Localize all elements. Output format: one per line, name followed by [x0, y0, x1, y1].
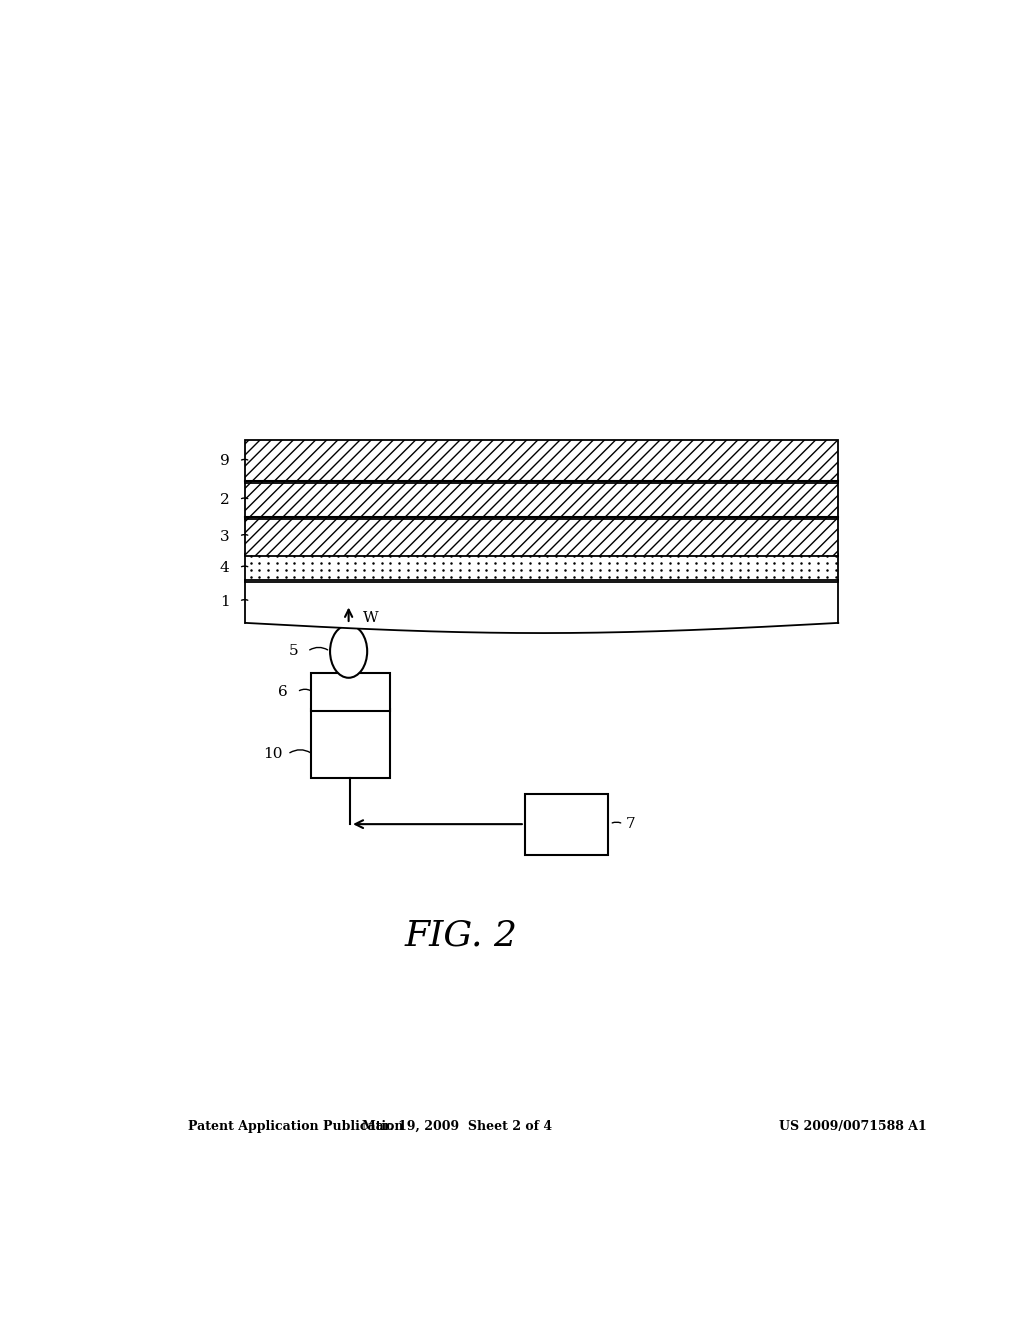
Ellipse shape: [330, 624, 368, 677]
Bar: [246, 440, 839, 483]
Text: 9: 9: [220, 454, 229, 469]
Text: 2: 2: [220, 492, 229, 507]
Text: 6: 6: [278, 685, 288, 700]
Text: 4: 4: [220, 561, 229, 576]
Text: FIG. 2: FIG. 2: [404, 919, 518, 953]
Text: 1: 1: [220, 594, 229, 609]
Text: W: W: [362, 611, 379, 624]
Bar: [246, 480, 839, 519]
Text: 7: 7: [626, 817, 635, 832]
Text: US 2009/0071588 A1: US 2009/0071588 A1: [778, 1119, 927, 1133]
Bar: [246, 554, 839, 582]
Text: Mar. 19, 2009  Sheet 2 of 4: Mar. 19, 2009 Sheet 2 of 4: [362, 1119, 552, 1133]
Bar: [524, 793, 608, 854]
Text: 3: 3: [220, 529, 229, 544]
Polygon shape: [246, 581, 839, 634]
Text: 5: 5: [289, 644, 298, 659]
Bar: [310, 709, 390, 779]
Bar: [246, 517, 839, 556]
Text: Patent Application Publication: Patent Application Publication: [187, 1119, 403, 1133]
Text: 10: 10: [263, 747, 283, 762]
Bar: [310, 673, 390, 711]
